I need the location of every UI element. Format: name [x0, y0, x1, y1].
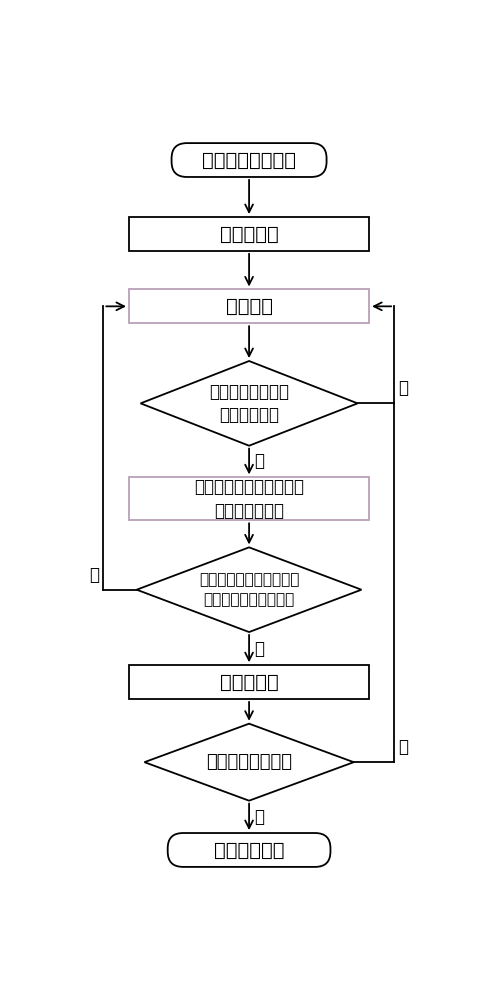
- Text: 是: 是: [254, 640, 264, 658]
- Text: 否: 否: [89, 566, 100, 584]
- Text: 得到重构图像: 得到重构图像: [214, 840, 284, 859]
- Text: 数据初始化: 数据初始化: [220, 224, 278, 243]
- Text: 是: 是: [254, 452, 264, 470]
- Text: 是: 是: [254, 808, 264, 826]
- Text: 当前估计值的下一个估计
值的继续条件是否满足: 当前估计值的下一个估计 值的继续条件是否满足: [199, 572, 299, 607]
- Text: 否: 否: [398, 379, 408, 397]
- Text: 获取混叠光谱图像: 获取混叠光谱图像: [202, 151, 296, 170]
- Text: 更新估计值: 更新估计值: [220, 673, 278, 692]
- FancyBboxPatch shape: [172, 143, 327, 177]
- Bar: [129, 217, 369, 251]
- Polygon shape: [140, 361, 358, 446]
- Bar: [129, 289, 369, 323]
- Text: 终止条件是否满足: 终止条件是否满足: [206, 753, 292, 771]
- Text: 当前估计值的继续
条件是否满足: 当前估计值的继续 条件是否满足: [209, 383, 289, 424]
- Text: 获取图像重构当前估计值
的下一个估计值: 获取图像重构当前估计值 的下一个估计值: [194, 478, 304, 520]
- Text: 降噪处理: 降噪处理: [226, 297, 273, 316]
- Polygon shape: [137, 547, 362, 632]
- Bar: [129, 665, 369, 699]
- FancyBboxPatch shape: [168, 833, 330, 867]
- Bar: [129, 477, 369, 520]
- Text: 否: 否: [398, 738, 408, 756]
- Polygon shape: [144, 724, 354, 801]
